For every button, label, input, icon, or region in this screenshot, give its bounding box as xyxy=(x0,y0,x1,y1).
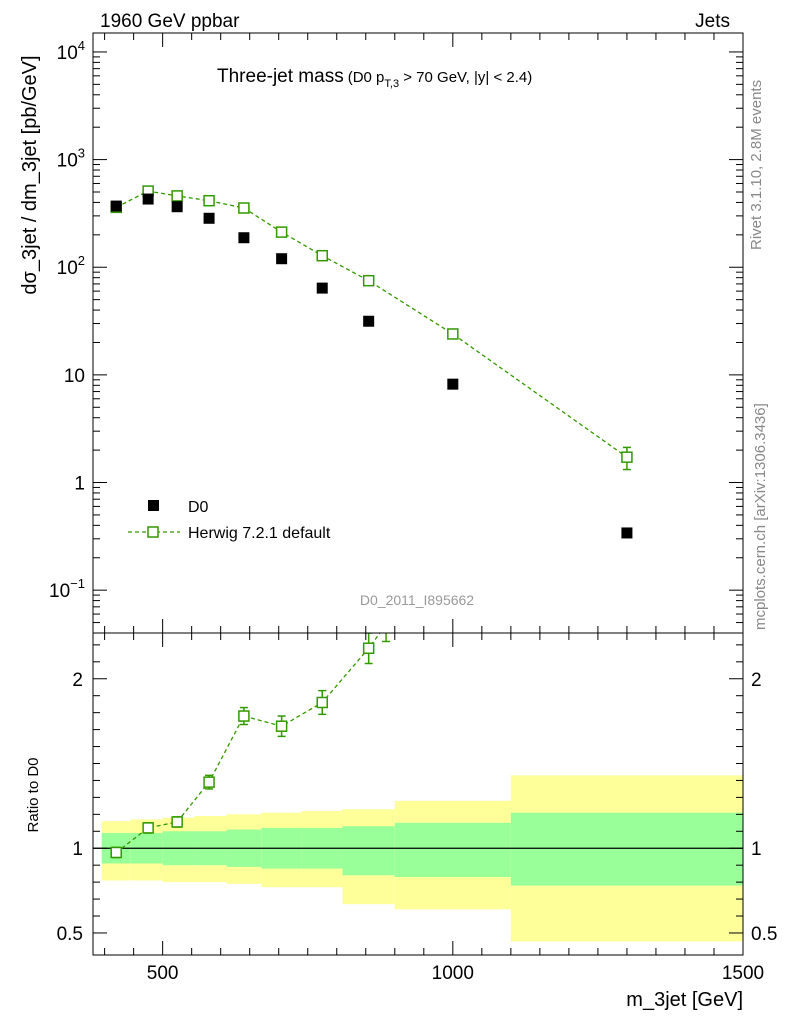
ratio-herwig-point xyxy=(171,816,183,828)
ratio-y-tick-label-right: 2 xyxy=(751,670,762,691)
analysis-label: D0_2011_I895662 xyxy=(360,592,474,608)
process-label: Jets xyxy=(695,11,730,32)
y-tick-label: 102 xyxy=(57,253,85,279)
x-axis-label: m_3jet [GeV] xyxy=(626,989,743,1011)
ratio-herwig-line xyxy=(115,633,381,853)
plot-title: Three-jet mass (D0 pT,3 > 70 GeV, |y| < 2… xyxy=(217,66,532,90)
uncertainty-band-inner xyxy=(342,826,395,876)
herwig-point xyxy=(203,194,215,207)
herwig-point xyxy=(275,226,288,238)
ratio-herwig-point xyxy=(110,846,122,859)
mcplots-source-label: mcplots.cern.ch [arXiv:1306.3436] xyxy=(752,403,769,630)
d0-point xyxy=(203,212,215,224)
y-tick-label: 10 xyxy=(64,366,85,387)
ratio-herwig-point xyxy=(275,720,288,732)
ratio-herwig-point xyxy=(142,822,154,834)
energy-label: 1960 GeV ppbar xyxy=(100,11,240,32)
ratio-herwig-point xyxy=(362,642,375,655)
ratio-herwig-point xyxy=(381,620,391,630)
ratio-y-axis-label: Ratio to D0 xyxy=(25,757,42,832)
herwig-point xyxy=(316,249,328,262)
ratio-y-tick-label: 0.5 xyxy=(57,924,83,945)
y-tick-label: 10−1 xyxy=(49,576,85,602)
legend-marker-herwig xyxy=(147,526,159,538)
legend-label-herwig: Herwig 7.2.1 default xyxy=(188,525,331,542)
herwig-point xyxy=(362,274,375,287)
d0-point xyxy=(110,200,122,212)
herwig-point xyxy=(447,328,459,340)
x-tick-label: 500 xyxy=(147,963,179,984)
uncertainty-band-inner xyxy=(394,822,511,878)
y-tick-label: 1 xyxy=(74,474,85,495)
ratio-plot: 500 1000 1500 0.5 0.5 1 1 2 2 Ratio to D0 m_3jet… xyxy=(25,620,777,1011)
herwig-line xyxy=(115,190,628,458)
d0-point xyxy=(363,315,375,327)
ratio-y-tick-label: 1 xyxy=(72,839,83,860)
ratio-y-tick-label: 2 xyxy=(72,670,83,691)
rivet-version-label: Rivet 3.1.10, 2.8M events xyxy=(748,80,765,250)
main-plot: Three-jet mass (D0 pT,3 > 70 GeV, |y| < 2… xyxy=(19,32,744,634)
herwig-point xyxy=(238,202,250,214)
d0-point xyxy=(238,232,250,244)
ratio-herwig-point xyxy=(316,696,328,709)
x-tick-label: 1500 xyxy=(722,963,764,984)
legend-marker-d0 xyxy=(148,500,159,511)
d0-point xyxy=(142,193,154,205)
ratio-y-tick-label-right: 0.5 xyxy=(751,924,777,945)
ratio-y-tick-label-right: 1 xyxy=(751,839,762,860)
y-tick-label: 104 xyxy=(57,38,85,64)
legend-label-d0: D0 xyxy=(188,499,209,516)
d0-point xyxy=(171,201,183,213)
d0-point xyxy=(316,282,328,294)
d0-point xyxy=(276,253,288,265)
ratio-plot-frame xyxy=(92,632,744,956)
herwig-point xyxy=(171,190,183,202)
main-plot-frame xyxy=(92,32,744,634)
legend: D0 Herwig 7.2.1 default xyxy=(128,499,331,542)
ratio-herwig-point xyxy=(203,776,215,788)
plot-title-cuts: (D0 p xyxy=(348,69,385,86)
d0-point xyxy=(621,527,633,539)
d0-point xyxy=(447,378,459,390)
plot-title-cuts-subscript: T,3 xyxy=(384,78,399,90)
x-tick-label: 1000 xyxy=(432,963,474,984)
herwig-point xyxy=(621,451,633,463)
ratio-herwig-point xyxy=(238,710,250,722)
svg-text:Three-jet mass(D0 pT,3 > 70 Ge: Three-jet mass (D0 pT,3 > 70 GeV, |y| < 2… xyxy=(217,66,532,90)
plot-title-main: Three-jet mass xyxy=(217,66,344,87)
y-axis-label: dσ_3jet / dm_3jet [pb/GeV] xyxy=(19,55,41,294)
y-tick-label: 103 xyxy=(57,146,85,172)
uncertainty-band-inner xyxy=(510,812,743,886)
plot-title-cuts-rest: > 70 GeV, |y| < 2.4) xyxy=(399,69,532,86)
